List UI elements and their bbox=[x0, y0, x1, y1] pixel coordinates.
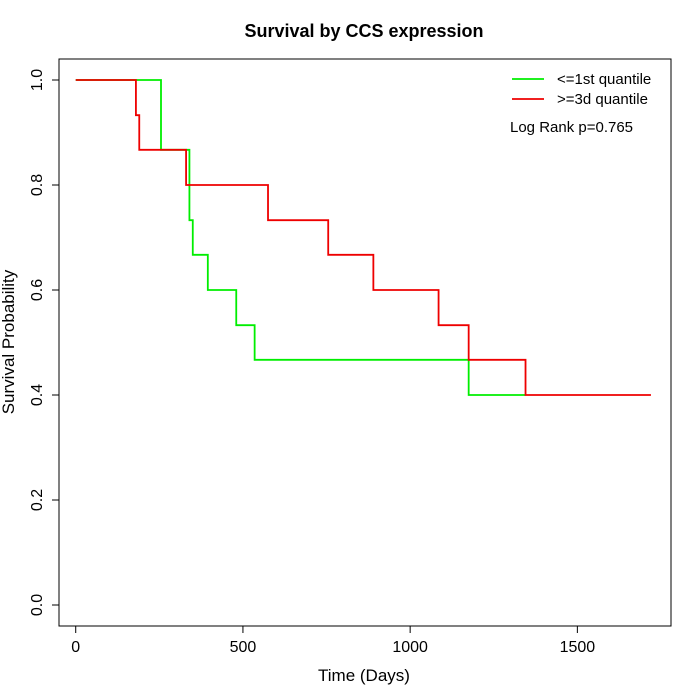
x-tick-label: 1500 bbox=[560, 639, 596, 656]
x-tick-label: 1000 bbox=[392, 639, 428, 656]
x-tick-label: 0 bbox=[71, 639, 80, 656]
legend-label: <=1st quantile bbox=[557, 71, 651, 88]
log-rank-annotation: Log Rank p=0.765 bbox=[510, 119, 633, 136]
chart-title: Survival by CCS expression bbox=[244, 21, 483, 41]
series-layer bbox=[75, 79, 651, 396]
series-line-1 bbox=[75, 79, 651, 396]
legend: <=1st quantile >=3d quantile bbox=[512, 71, 651, 108]
y-tick-label: 0.4 bbox=[29, 384, 46, 406]
y-tick-label: 1.0 bbox=[29, 69, 46, 91]
plot-frame bbox=[58, 58, 672, 627]
y-tick-label: 0.6 bbox=[29, 279, 46, 301]
y-tick-label: 0.0 bbox=[29, 594, 46, 616]
x-tick-label: 500 bbox=[230, 639, 257, 656]
y-tick-label: 0.8 bbox=[29, 174, 46, 196]
series-line-0 bbox=[75, 79, 526, 396]
legend-label: >=3d quantile bbox=[557, 91, 648, 108]
y-tick-label: 0.2 bbox=[29, 489, 46, 511]
x-axis-label: Time (Days) bbox=[318, 666, 410, 685]
y-axis-label: Survival Probability bbox=[0, 269, 18, 414]
x-axis: 0 500 1000 1500 bbox=[71, 625, 596, 656]
y-axis: 0.0 0.2 0.4 0.6 0.8 1.0 bbox=[29, 69, 60, 616]
